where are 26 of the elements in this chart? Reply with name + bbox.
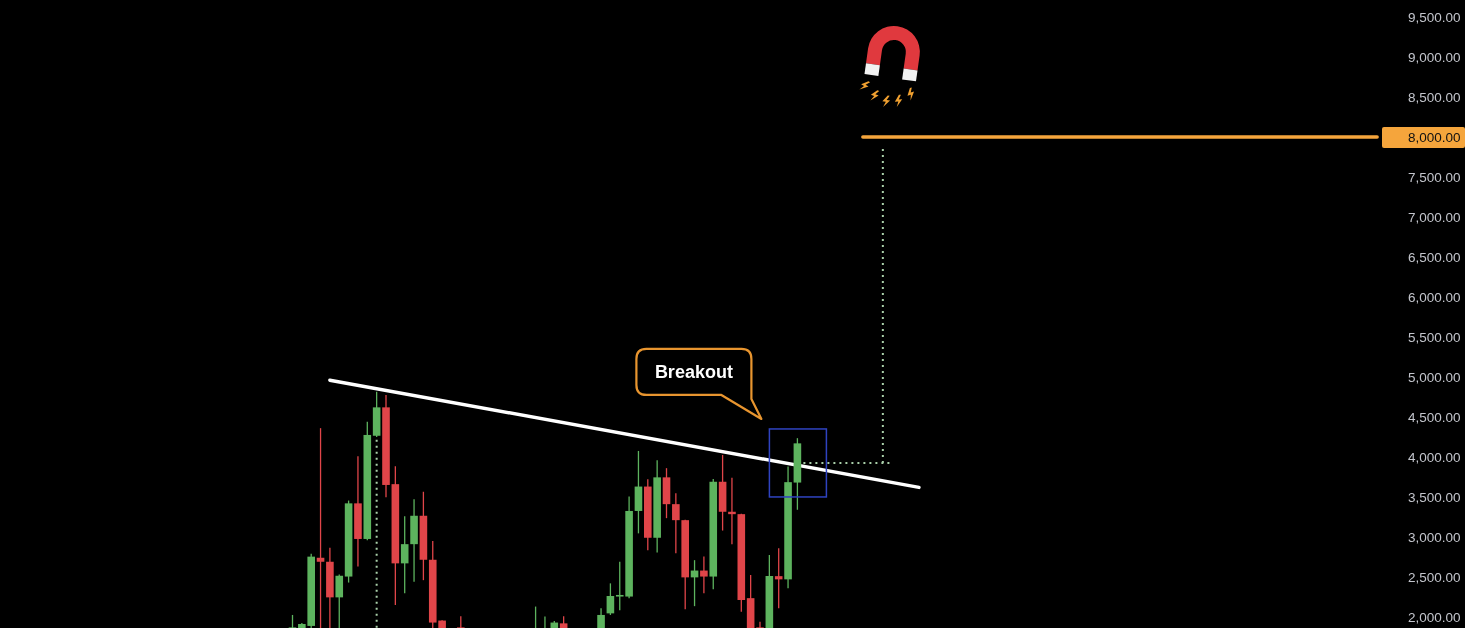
y-tick-label: 7,000.00 (1408, 209, 1461, 225)
candlestick (700, 555, 708, 595)
y-tick-label: 6,500.00 (1408, 249, 1461, 265)
y-tick-label: 8,500.00 (1408, 89, 1461, 105)
candlestick (672, 492, 680, 555)
y-tick-label: 3,500.00 (1408, 489, 1461, 505)
y-tick-label: 2,000.00 (1408, 609, 1461, 625)
y-tick-label: 4,000.00 (1408, 449, 1461, 465)
candlestick (316, 427, 325, 628)
y-tick-label: 8,000.00 (1408, 129, 1461, 145)
candlestick (400, 515, 409, 595)
y-tick-label: 5,000.00 (1408, 369, 1461, 385)
candlestick (756, 621, 764, 628)
candlestick (606, 582, 615, 616)
y-tick-label: 2,500.00 (1408, 569, 1461, 585)
y-tick-label: 7,500.00 (1408, 169, 1461, 185)
y-tick-label: 5,500.00 (1408, 329, 1461, 345)
y-tick-label: 3,000.00 (1408, 529, 1461, 545)
candlestick (597, 607, 605, 628)
annotation: Breakout (654, 361, 733, 382)
y-tick-label: 9,500.00 (1408, 9, 1461, 25)
y-tick-label: 9,000.00 (1408, 49, 1461, 65)
candlestick (774, 547, 783, 609)
y-tick-label: 6,000.00 (1408, 289, 1461, 305)
candlestick (335, 573, 344, 628)
y-tick-label: 4,500.00 (1408, 409, 1461, 425)
